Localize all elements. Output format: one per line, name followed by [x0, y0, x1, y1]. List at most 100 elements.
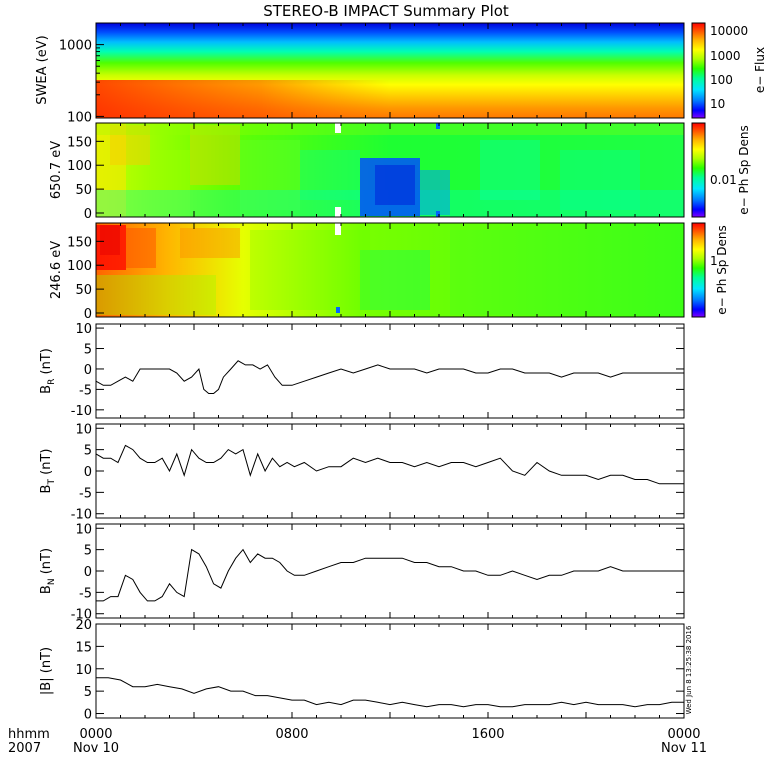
swea-ytick-label-1: 100 — [67, 110, 92, 125]
pad650-spot-bottom — [436, 211, 440, 217]
pad246-gap-top — [335, 223, 341, 235]
bmag-ytick-label-0: 20 — [75, 618, 92, 633]
bn-ylabel-unit: (nT) — [39, 548, 54, 578]
br-frame — [95, 323, 685, 419]
pad246-patch-3 — [180, 228, 240, 258]
bmag-ytick-label-2: 10 — [75, 663, 92, 678]
bt-ytick-label-1: 5 — [84, 444, 92, 459]
pad246-patch-2 — [126, 228, 156, 268]
colorbar-swea-tick-3: 10 — [710, 97, 725, 111]
br-ylabel-sub: R — [47, 379, 57, 385]
panel-br: 10 5 0 -5 -10 BR (nT) — [39, 322, 685, 419]
bt-ylabel: BT (nT) — [39, 449, 57, 494]
bt-ytick-label-0: 10 — [75, 422, 92, 437]
pad246-ytick-label-3: 0 — [84, 307, 92, 322]
bn-ylabel-main: B — [39, 585, 54, 594]
br-ytick-label-2: 0 — [84, 363, 92, 378]
colorbar-swea-tick-0: 10000 — [710, 24, 748, 38]
pad246-patch-4 — [96, 275, 216, 315]
pad246-yticks: 150 100 50 0 — [67, 223, 685, 322]
colorbar-swea-tick-1: 1000 — [710, 49, 741, 63]
br-ytick-label-4: -10 — [71, 404, 92, 419]
pad650-yticks: 150 100 50 0 — [67, 123, 685, 222]
br-ylabel-unit: (nT) — [39, 348, 54, 378]
pad650-ytick-label-3: 0 — [84, 207, 92, 222]
pad246-spectrogram — [96, 223, 684, 317]
figure-title: STEREO-B IMPACT Summary Plot — [263, 2, 509, 20]
bt-ytick-label-3: -5 — [79, 486, 92, 501]
bt-series-line — [95, 444, 684, 485]
panel-pad-246: 246.6 eV 150 100 50 0 — [49, 222, 685, 322]
bn-ytick-label-1: 5 — [84, 544, 92, 559]
panel-bn: 10 5 0 -5 -10 BN (nT) — [39, 522, 685, 623]
bn-ylabel: BN (nT) — [39, 548, 57, 594]
pad650-ylabel: 650.7 eV — [49, 141, 64, 199]
colorbar-pad650-bar — [691, 122, 706, 218]
pad246-patch-1 — [100, 225, 120, 255]
bt-ytick-label-2: 0 — [84, 465, 92, 480]
pad246-patches — [96, 223, 680, 315]
br-ytick-label-1: 5 — [84, 343, 92, 358]
panel-pad-650: 650.7 eV 150 100 50 0 — [49, 122, 685, 222]
pad650-patch-0 — [96, 123, 126, 217]
pad650-gap-bottom — [335, 207, 341, 217]
pad650-patch-1 — [110, 125, 150, 165]
bmag-ytick-label-1: 15 — [75, 640, 92, 655]
pad650-patch-11 — [300, 150, 360, 200]
pad650-patch-7 — [375, 165, 415, 205]
br-ytick-label-0: 10 — [75, 322, 92, 337]
x-tick-label-0: 0000 — [79, 727, 112, 742]
bn-ytick-label-2: 0 — [84, 565, 92, 580]
bn-ytick-label-0: 10 — [75, 522, 92, 537]
pad246-spot-bottom — [336, 307, 340, 313]
x-tick-date-3: Nov 11 — [661, 741, 707, 756]
colorbar-swea-tick-2: 100 — [710, 73, 733, 87]
bn-ytick-label-4: -10 — [71, 608, 92, 623]
x-axis-corner-top: hhmm — [8, 727, 50, 742]
bt-ylabel-main: B — [39, 485, 54, 494]
bmag-ylabel: |B| (nT) — [39, 647, 54, 695]
panel-bt: 10 5 0 -5 -10 BT (nT) — [39, 422, 685, 523]
x-tick-label-2: 1600 — [471, 727, 504, 742]
panel-swea: SWEA (eV) 1000 100 — [35, 22, 685, 125]
bmag-ytick-label-3: 5 — [84, 685, 92, 700]
bt-frame — [95, 423, 685, 519]
pad650-gap-top — [335, 123, 341, 133]
bt-ylabel-unit: (nT) — [39, 449, 54, 479]
br-ytick-label-3: -5 — [79, 383, 92, 398]
pad650-patch-4 — [240, 140, 300, 210]
pad246-ytick-label-1: 100 — [67, 259, 92, 274]
colorbar-pad650-label: e− Ph Sp Dens — [737, 125, 751, 214]
pad650-patch-8 — [420, 170, 450, 215]
swea-ylabel: SWEA (eV) — [35, 35, 50, 104]
bn-series-line — [96, 548, 684, 602]
pad650-patch-10 — [560, 150, 640, 210]
bmag-series-line — [96, 677, 684, 708]
bt-ytick-label-4: -10 — [71, 508, 92, 523]
pad650-patch-9 — [480, 140, 540, 200]
swea-ytick-label-0: 1000 — [59, 39, 92, 54]
colorbar-pad650: 0.01 e− Ph Sp Dens — [691, 122, 751, 218]
pad246-patch-5 — [360, 250, 430, 310]
magnetic-field-panels: 10 5 0 -5 -10 B R (nT) 10 5 0 -5 -10 BT (nT) 10 5 0 -5 -1… — [39, 322, 685, 723]
bn-ytick-label-3: -5 — [79, 586, 92, 601]
x-tick-date-0: Nov 10 — [73, 741, 119, 756]
colorbar-pad246-bar — [691, 222, 706, 318]
colorbar-swea-label: e− Flux — [753, 47, 767, 93]
pad246-ylabel: 246.6 eV — [49, 241, 64, 299]
bmag-ylabel-unit: (nT) — [39, 647, 54, 677]
pad650-patch-3 — [150, 150, 190, 210]
swea-hot-overlay — [96, 80, 684, 118]
bn-ylabel-sub: N — [47, 578, 57, 585]
bmag-ylabel-main: |B| — [39, 677, 54, 695]
pad650-spot-top — [436, 123, 440, 129]
timestamp: Wed Jun 8 13:25:38 2016 — [685, 625, 693, 714]
pad246-ytick-label-0: 150 — [67, 235, 92, 250]
pad246-ytick-label-2: 50 — [75, 283, 92, 298]
swea-yticks: 1000 100 — [59, 22, 685, 125]
pad650-ytick-label-2: 50 — [75, 183, 92, 198]
x-tick-label-1: 0800 — [275, 727, 308, 742]
